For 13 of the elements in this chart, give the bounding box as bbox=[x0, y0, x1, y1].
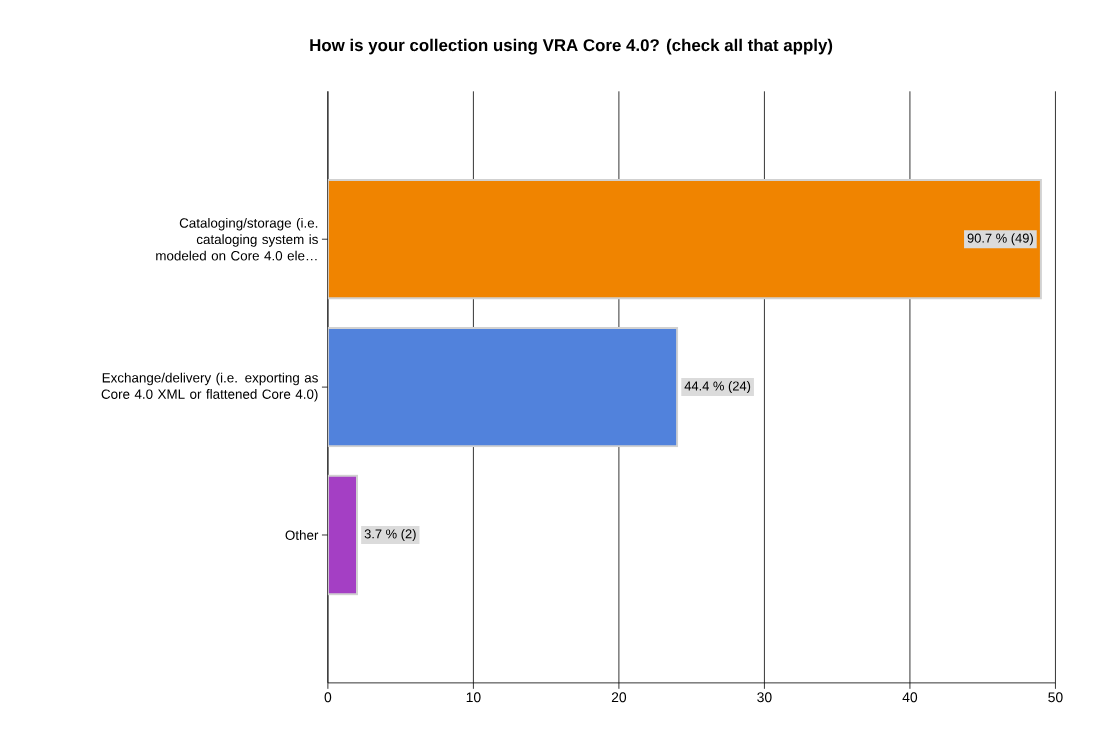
x-tick-label: 0 bbox=[324, 692, 332, 702]
y-tick-label: Exchange/delivery (i.e. exporting as Core 4.0 XML or flattened Core 4.0) bbox=[101, 372, 318, 402]
data-label: 3.7 % (2) bbox=[364, 528, 416, 541]
chart-title: How is your collection using VRA Core 4.0? (check all that apply) bbox=[310, 38, 833, 55]
x-tick-label: 40 bbox=[902, 692, 918, 702]
x-tick-label: 30 bbox=[757, 692, 772, 702]
y-tick-label: Cataloging/storage (i.e. cataloging system is modeled on Core 4.0 ele… bbox=[156, 217, 318, 261]
data-label: 90.7 % (49) bbox=[967, 232, 1033, 245]
y-tick-label: Other bbox=[285, 529, 319, 540]
data-label: 44.4 % (24) bbox=[684, 380, 751, 393]
x-tick-label: 20 bbox=[611, 692, 627, 702]
x-tick-label: 10 bbox=[466, 692, 481, 702]
x-tick-label: 50 bbox=[1048, 692, 1063, 702]
